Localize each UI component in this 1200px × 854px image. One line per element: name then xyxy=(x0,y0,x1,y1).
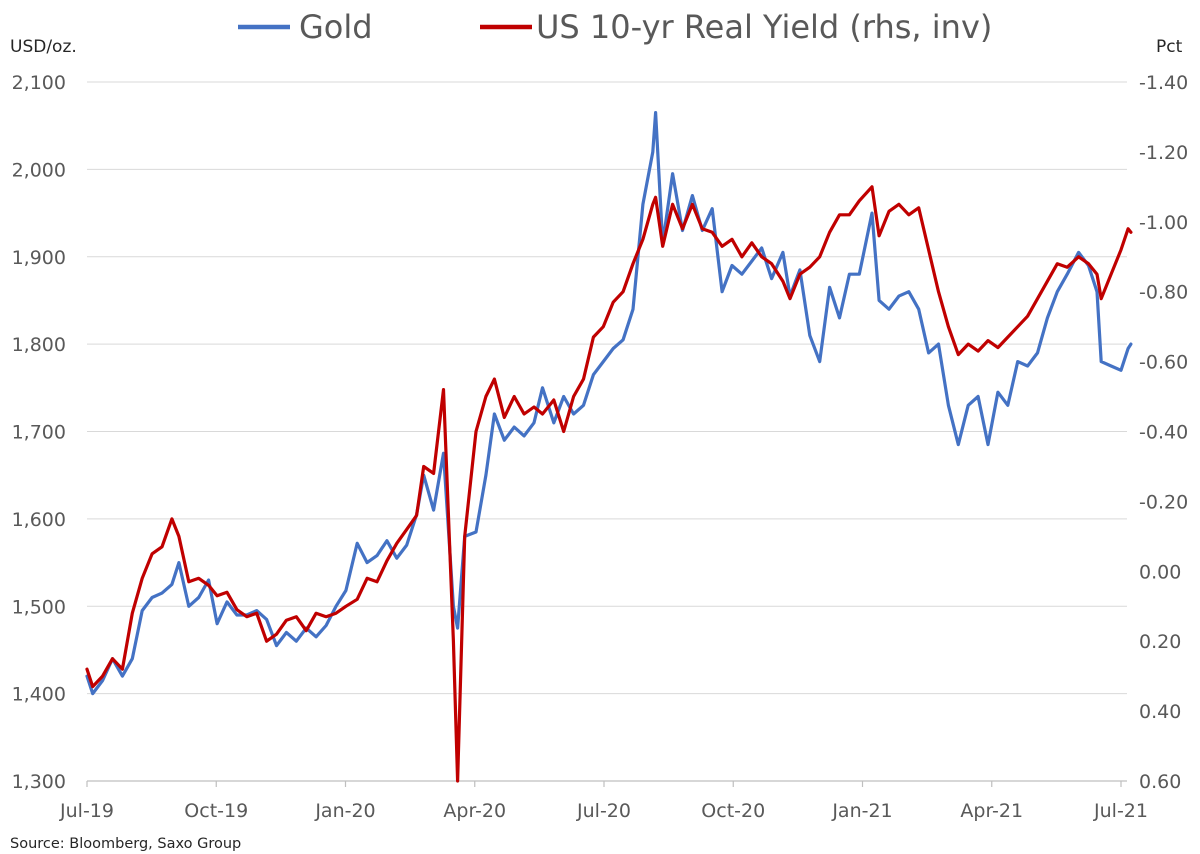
series-line-real-yield xyxy=(85,185,1133,783)
left-tick-label: 1,600 xyxy=(12,509,66,531)
x-tick-label: Apr-21 xyxy=(960,800,1023,822)
left-tick-label: 1,300 xyxy=(12,771,66,793)
left-tick-label: 2,000 xyxy=(12,159,66,181)
left-tick-label: 1,800 xyxy=(12,334,66,356)
right-tick-label: 0.40 xyxy=(1139,701,1181,723)
x-tick-label: Jul-20 xyxy=(576,800,631,822)
right-tick-label: -0.60 xyxy=(1139,352,1188,374)
right-tick-label: -0.80 xyxy=(1139,282,1188,304)
x-tick-label: Jul-19 xyxy=(59,800,114,822)
right-tick-label: -0.20 xyxy=(1139,491,1188,513)
x-tick-label: Jan-21 xyxy=(831,800,892,822)
left-tick-label: 1,500 xyxy=(12,596,66,618)
right-tick-label: 0.00 xyxy=(1139,561,1181,583)
right-tick-label: 0.20 xyxy=(1139,631,1181,653)
x-tick-label: Jan-20 xyxy=(314,800,375,822)
left-tick-label: 1,400 xyxy=(12,684,66,706)
left-tick-label: 1,700 xyxy=(12,422,66,444)
legend-label-real-yield: US 10-yr Real Yield (rhs, inv) xyxy=(536,8,992,46)
right-tick-label: -0.40 xyxy=(1139,422,1188,444)
legend-label-gold: Gold xyxy=(299,8,373,46)
left-tick-label: 2,100 xyxy=(12,72,66,94)
right-tick-label: -1.00 xyxy=(1139,212,1188,234)
x-tick-label: Oct-19 xyxy=(184,800,248,822)
right-axis-unit: Pct xyxy=(1156,37,1183,57)
series-line-gold xyxy=(85,111,1133,696)
left-tick-label: 1,900 xyxy=(12,247,66,269)
x-tick-label: Oct-20 xyxy=(701,800,765,822)
left-axis-tick-labels: 1,300 1,400 1,500 1,600 1,700 1,800 1,900 2,000… xyxy=(12,72,66,793)
gridlines xyxy=(87,81,1127,695)
right-axis-tick-labels: -1.40 -1.20 -1.00 -0.80 -0.60 -0.40 -0.20 0.00 0… xyxy=(1139,72,1188,793)
right-tick-label: -1.40 xyxy=(1139,72,1188,94)
right-tick-label: -1.20 xyxy=(1139,142,1188,164)
legend: Gold US 10-yr Real Yield (rhs, inv) xyxy=(238,8,992,46)
x-tick-label: Apr-20 xyxy=(443,800,506,822)
right-tick-label: 0.60 xyxy=(1139,771,1181,793)
series-lines xyxy=(85,111,1133,783)
x-axis-tick-labels: Jul-19 Oct-19 Jan-20 Apr-20 Jul-20 Oct-20 Jan-… xyxy=(59,800,1148,822)
x-tick-label: Jul-21 xyxy=(1093,800,1148,822)
source-note: Source: Bloomberg, Saxo Group xyxy=(10,836,241,852)
x-axis-ticks xyxy=(86,781,1122,787)
left-axis-unit: USD/oz. xyxy=(10,37,77,57)
